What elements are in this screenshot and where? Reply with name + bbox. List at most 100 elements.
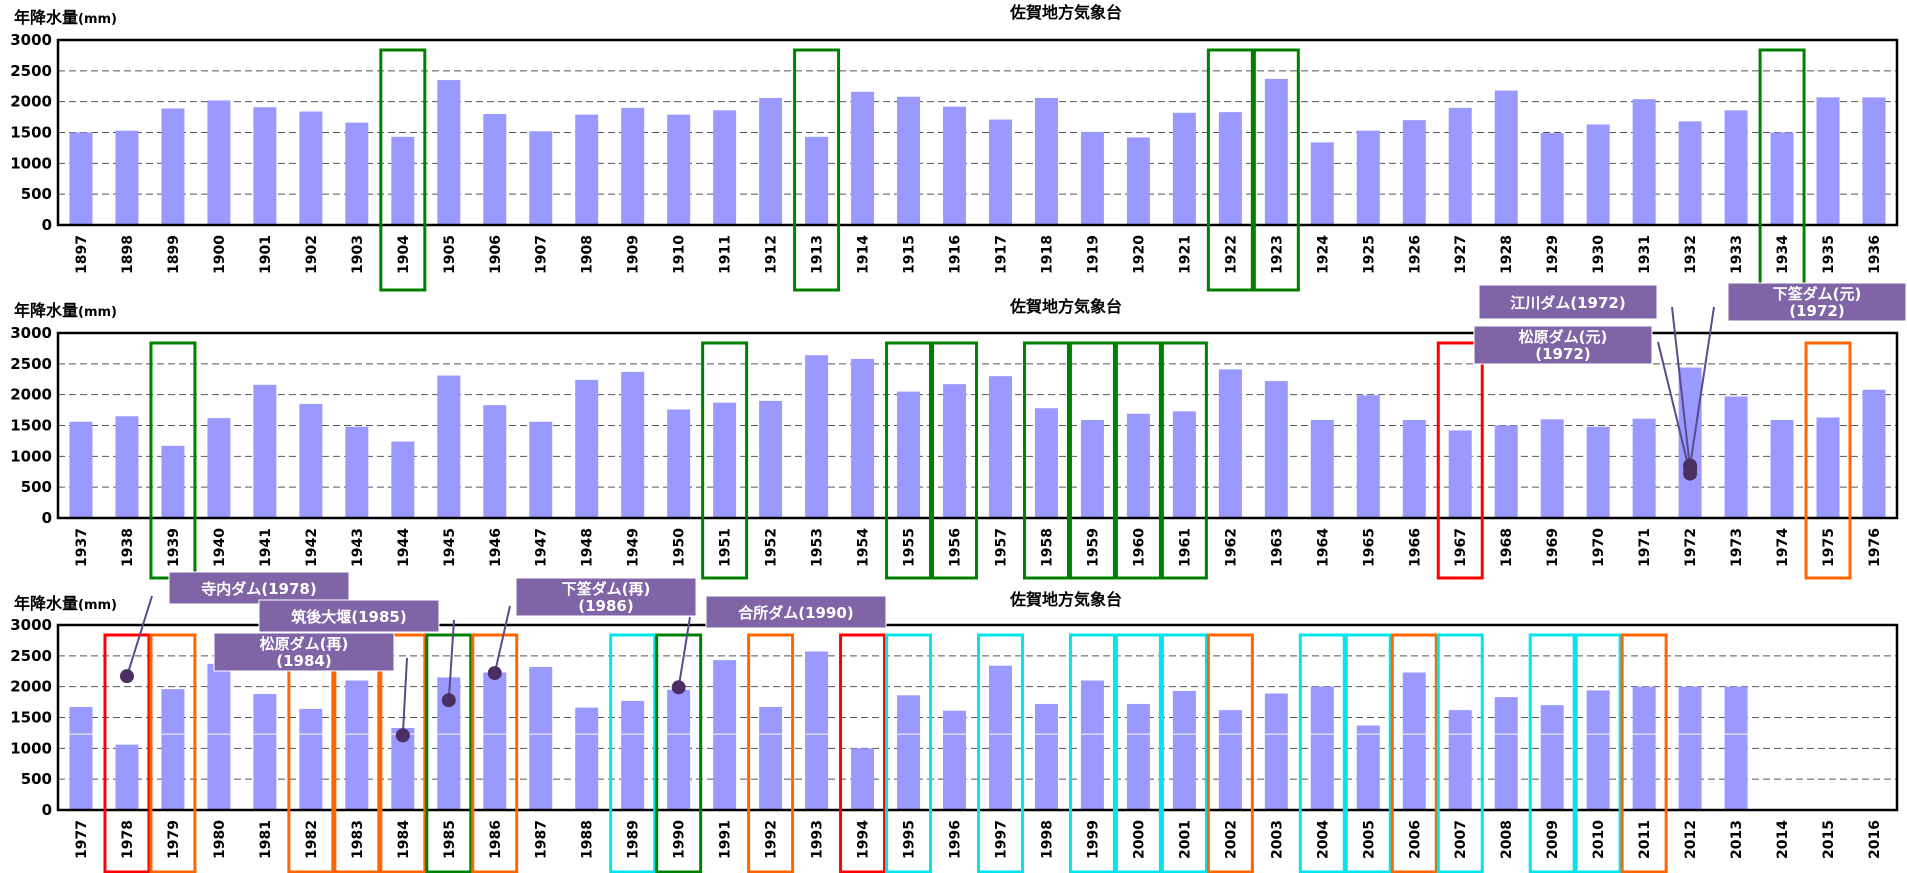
bar-1923 [1264,78,1288,225]
x-tick-label: 1967 [1453,528,1469,567]
bar-1901 [253,107,277,225]
x-tick-label: 1964 [1315,528,1331,567]
x-tick-label: 1916 [948,235,964,274]
bar-1951 [713,402,737,518]
x-tick-label: 1965 [1361,528,1377,567]
bar-1999 [1080,680,1104,810]
x-tick-label: 1951 [718,528,734,567]
bar-1897 [69,132,93,225]
y-tick-label: 2000 [10,93,52,111]
x-tick-label: 2013 [1729,820,1745,859]
annotation-leader [1657,341,1692,474]
bar-1940 [207,418,231,518]
bar-1905 [437,80,461,225]
bar-1997 [988,665,1012,810]
x-tick-label: 1944 [396,528,412,567]
annotation-leader [1671,306,1692,469]
bar-1957 [988,376,1012,518]
x-tick-label: 1929 [1545,235,1561,274]
x-tick-label: 1960 [1131,528,1147,567]
x-tick-label: 2001 [1177,820,1193,859]
bar-1966 [1402,419,1426,518]
x-tick-label: 1981 [258,820,274,859]
x-tick-label: 1907 [534,235,550,274]
x-tick-label: 1901 [258,235,274,274]
bar-1964 [1310,419,1334,518]
x-tick-label: 1899 [166,235,182,274]
x-tick-label: 1970 [1591,528,1607,567]
x-tick-label: 1984 [396,820,412,859]
x-tick-label: 1925 [1361,235,1377,274]
x-tick-label: 1919 [1085,235,1101,274]
bar-1929 [1540,133,1564,225]
bar-1989 [621,700,645,810]
bar-1938 [115,416,139,518]
highlight-box-2001 [1160,633,1208,873]
x-tick-label: 1910 [672,235,688,274]
bar-1953 [805,355,829,518]
bar-2008 [1494,697,1518,810]
annotation-box [213,632,395,672]
bar-1959 [1080,419,1104,518]
x-tick-label: 1978 [120,820,136,859]
annotation-leader [447,619,455,701]
bar-1990 [667,689,691,810]
chart-panel-1: 佐賀地方気象台 年降水量(mm) 0 500 1000 1500 2000 2500 3000 1… [10,3,1899,292]
bar-1978 [115,744,139,810]
x-tick-label: 1993 [810,820,826,859]
bar-1933 [1724,110,1748,225]
bar-1913 [805,136,829,225]
x-tick-label: 1961 [1177,528,1193,567]
bar-1942 [299,403,323,518]
bar-1974 [1770,419,1794,518]
x-tick-label: 1932 [1683,235,1699,274]
y-tick-label: 0 [42,509,52,527]
x-tick-label: 1974 [1775,528,1791,567]
bar-1996 [943,710,967,810]
y-tick-label: 2500 [10,62,52,80]
bar-1972 [1678,367,1702,518]
bar-1980 [207,663,231,810]
x-tick-label: 1950 [672,528,688,567]
x-tick-label: 2005 [1361,820,1377,859]
annotation-label: 下筌ダム(再) [562,580,651,598]
y-tick-label: 1500 [10,709,52,727]
x-tick-label: 1954 [856,528,872,567]
annotation-box [515,577,697,617]
bar-1945 [437,375,461,518]
annotation-label: 松原ダム(元) [1519,328,1608,346]
bar-1899 [161,108,185,225]
x-tick-label: 1962 [1223,528,1239,567]
highlight-box-2004 [1298,633,1346,873]
bar-1955 [897,391,921,518]
x-tick-label: 1969 [1545,528,1561,567]
y-tick-label: 0 [42,216,52,234]
bar-1985 [437,677,461,810]
x-tick-label: 1997 [993,820,1009,859]
highlight-box-1978 [103,633,151,873]
bar-1979 [161,689,185,810]
highlight-box-1913 [793,48,841,292]
bar-1932 [1678,121,1702,225]
annotation-box [1727,282,1907,322]
bar-2004 [1310,686,1334,810]
bar-1968 [1494,425,1518,518]
bar-1947 [529,421,553,518]
y-axis-label: 年降水量(mm) [14,301,117,320]
highlight-box-2002 [1206,633,1254,873]
x-tick-label: 1968 [1499,528,1515,567]
highlight-box-1956 [931,341,979,580]
x-tick-label: 1999 [1085,820,1101,859]
x-tick-label: 1957 [993,528,1009,567]
highlight-box-2005 [1344,633,1392,873]
annotation-leader [493,605,511,674]
bar-1973 [1724,396,1748,518]
x-tick-label: 1995 [902,820,918,859]
bar-1950 [667,409,691,518]
x-tick-label: 1973 [1729,528,1745,567]
bar-1925 [1356,130,1380,225]
x-tick-label: 2004 [1315,820,1331,859]
highlight-box-2007 [1436,633,1484,873]
bar-2009 [1540,705,1564,810]
